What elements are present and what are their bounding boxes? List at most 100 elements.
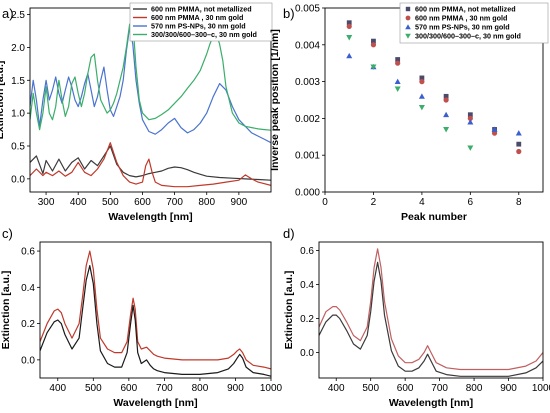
panel-c-x-tick-label: 900: [227, 383, 244, 394]
panel-c-y-tick-label: 0.0: [21, 355, 35, 366]
panel-b-series-1-point-1: [346, 20, 352, 26]
panel-b-series-1-point-2: [371, 38, 376, 44]
panel-d-series-line-1: [319, 248, 543, 371]
panel-b-chart: 0 2 4 6 8 0.000 0.001 0.002 0.003 0.004 0.005 Peak …: [269, 2, 549, 223]
panel-c-series-line-2: [40, 265, 271, 377]
panel-b-series-4-point-6: [467, 145, 474, 151]
panel-b-series-3-point-4: [418, 93, 425, 99]
panel-c-y-tick-label: 0.6: [21, 247, 35, 258]
panel-d-plot-frame: [318, 241, 544, 379]
panel-d-x-axis-title: Wavelength [nm]: [389, 397, 473, 409]
panel-c-series-line-1: [40, 250, 271, 370]
panel-c-x-tick-label: 1000: [260, 383, 283, 394]
panel-c-y-tick-label: 0.4: [21, 283, 35, 294]
panel-a-y-axis-title: Extinction [a.u.]: [0, 61, 6, 140]
panel-b-y-tick-label: 0.005: [295, 4, 320, 15]
panel-a-legend-label-4: 300/300/600–300–c, 30 nm gold: [151, 30, 257, 39]
panel-b-series-3-point-3: [394, 78, 401, 84]
panel-a-series-line-2: [30, 142, 271, 188]
panel-b-series-3-point-1: [346, 52, 353, 59]
panel-d-y-tick-label: 0.2: [300, 314, 314, 325]
panel-b-series-1-point-3: [395, 57, 401, 62]
panel-c-y-tick-label: 0.2: [21, 319, 35, 330]
panel-letter-b: b): [283, 6, 295, 21]
panel-d-x-tick-label: 800: [466, 383, 483, 394]
panel-a-series-line-1: [30, 145, 271, 181]
panel-letter-a: a): [2, 6, 14, 21]
panel-b-legend-swatch-1: [405, 6, 411, 12]
panel-b-series-2-point-3: [395, 60, 401, 66]
panel-c-x-tick-label: 400: [49, 383, 66, 394]
panel-a-x-tick-label: 300: [38, 197, 55, 208]
panel-c-x-axis-title: Wavelength [nm]: [113, 397, 197, 409]
panel-b-series-2-point-8: [516, 148, 522, 155]
panel-d-y-tick-label: 0.6: [300, 246, 314, 257]
panel-d-x-tick-label: 400: [328, 383, 345, 394]
panel-c-x-tick-label: 600: [121, 383, 138, 394]
panel-a-y-tick-label: 2.5: [11, 10, 25, 21]
panel-b-legend-box: [399, 2, 549, 44]
panel-a-legend-label-2: 600 nm PMMA , 30 nm gold: [151, 13, 243, 22]
panel-d-x-tick-label: 500: [362, 383, 379, 394]
panel-b-series-3-point-5: [443, 111, 450, 118]
panel-letter-d: d): [283, 226, 295, 241]
panel-d-y-tick-label: 0.4: [300, 280, 314, 291]
panel-a-x-axis-title: Wavelength [nm]: [108, 211, 192, 223]
panel-b-y-tick-label: 0.001: [295, 151, 320, 162]
panel-b-legend-label-4: 300/300/600–300–c, 30 nm gold: [415, 32, 521, 41]
panel-a-legend-label-3: 570 nm PS-NPs, 30 nm gold: [151, 22, 246, 31]
panel-b-y-tick-label: 0.004: [295, 40, 320, 51]
panel-a-x-tick-label: 900: [231, 197, 248, 208]
panel-b-series-1-point-5: [443, 93, 449, 99]
panel-a-legend-label-1: 600 nm PMMA, not metallized: [151, 5, 252, 14]
panel-d-x-tick-label: 700: [431, 383, 448, 394]
panel-b-legend-swatch-2: [405, 15, 411, 21]
panel-b-series-1-point-4: [419, 75, 425, 81]
panel-b-legend-label-3: 570 nm PS-NPs, 30 nm gold: [415, 23, 510, 32]
panel-b-legend-label-1: 600 nm PMMA, not metallized: [415, 5, 516, 14]
panel-b-y-tick-label: 0.003: [295, 77, 320, 88]
panel-b-x-tick-label: 0: [322, 197, 328, 208]
panel-b-series-4-point-3: [394, 86, 401, 92]
panel-b-legend-swatch-3: [405, 24, 411, 30]
panel-a-y-tick-label: 1.5: [11, 76, 25, 87]
panel-a-chart: 300 400 500 600 700 800 900 0.0 0.5 1.0 1.5 2.0 2.5 W…: [0, 2, 273, 223]
panel-d-x-tick-label: 1000: [532, 383, 550, 394]
panel-b-series-3-point-6: [467, 119, 474, 125]
panel-b-legend-label-2: 600 nm PMMA , 30 nm gold: [415, 14, 507, 23]
panel-letter-c: c): [2, 226, 13, 241]
panel-c-x-tick-label: 800: [192, 383, 209, 394]
panel-b-series-2-point-1: [346, 23, 352, 29]
panel-b-series-1-point-6: [467, 112, 473, 118]
panel-b-series-3-point-7: [491, 126, 498, 132]
panel-a-x-tick-label: 700: [166, 197, 183, 208]
panel-c-y-axis-title: Extinction [a.u.]: [0, 271, 12, 350]
panel-c-x-tick-label: 700: [156, 383, 173, 394]
panel-a-y-tick-label: 2.0: [11, 43, 25, 54]
panel-b-y-tick-label: 0.002: [295, 114, 320, 125]
panel-a-y-tick-label: 0.5: [11, 142, 25, 153]
panel-c-plot-frame: [39, 241, 272, 379]
panel-b-x-tick-label: 8: [516, 197, 522, 208]
panel-b-x-tick-label: 6: [468, 197, 474, 208]
panel-a-x-tick-label: 500: [102, 197, 119, 208]
panel-b-y-tick-label: 0.000: [295, 188, 320, 199]
panel-c-chart: 400 500 600 700 800 900 1000 0.0 0.2 0.4 0.6 Wavele…: [0, 241, 283, 409]
panel-a-y-tick-label: 0.0: [11, 174, 25, 185]
panel-b-series-2-point-4: [419, 79, 425, 85]
panel-b-series-4-point-1: [346, 35, 353, 41]
panel-d-y-axis-title: Extinction [a.u.]: [283, 271, 295, 350]
panel-a-y-tick-label: 1.0: [11, 109, 25, 120]
panel-d-x-tick-label: 600: [397, 383, 414, 394]
panel-b-series-2-point-2: [370, 42, 377, 48]
panel-b-series-2-point-6: [467, 115, 473, 121]
panel-b-series-4-point-5: [443, 127, 450, 133]
panel-a-x-tick-label: 600: [134, 197, 151, 208]
panel-d-y-tick-label: 0.0: [300, 348, 314, 359]
panel-b-x-tick-label: 2: [371, 197, 377, 208]
panel-d-x-tick-label: 900: [500, 383, 517, 394]
panel-b-y-axis-title: Inverse peak position [1/nm]: [269, 29, 281, 171]
panel-a-x-tick-label: 400: [70, 197, 87, 208]
